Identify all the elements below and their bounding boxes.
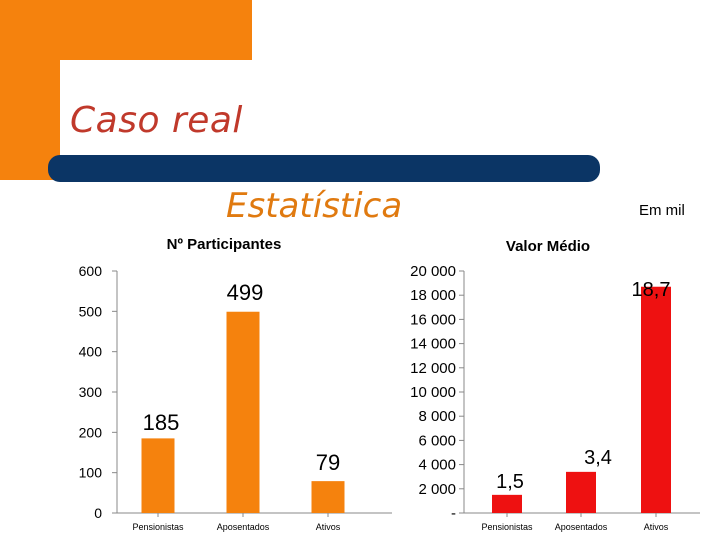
bar xyxy=(311,481,345,513)
y-tick-label: 8 000 xyxy=(418,408,456,425)
chart-title: Nº Participantes xyxy=(167,236,282,253)
data-label: 1,5 xyxy=(496,471,524,493)
orange-header-block xyxy=(0,0,252,60)
bar xyxy=(492,494,522,513)
x-category-label: Ativos xyxy=(644,522,669,532)
y-tick-label: 500 xyxy=(79,303,103,319)
data-label: 185 xyxy=(143,410,180,435)
y-tick-label: 20 000 xyxy=(410,263,456,280)
y-tick-label: 2 000 xyxy=(418,481,456,498)
slide-subtitle: Estatística xyxy=(226,186,403,226)
y-tick-label: - xyxy=(451,505,456,522)
y-tick-label: 300 xyxy=(79,384,103,400)
y-tick-label: 16 000 xyxy=(410,311,456,328)
y-tick-label: 400 xyxy=(79,344,103,360)
data-label: 3,4 xyxy=(584,447,612,469)
data-label: 79 xyxy=(316,450,340,475)
chart-title: Valor Médio xyxy=(506,238,590,255)
y-tick-label: 200 xyxy=(79,424,103,440)
x-category-label: Pensionistas xyxy=(481,522,533,532)
bar xyxy=(566,471,596,513)
y-tick-label: 12 000 xyxy=(410,360,456,377)
y-tick-label: 600 xyxy=(79,263,103,279)
bar xyxy=(226,311,260,513)
y-tick-label: 18 000 xyxy=(410,287,456,304)
unit-note: Em mil xyxy=(639,202,685,219)
title-divider-bar xyxy=(48,155,600,182)
data-label: 18,7 xyxy=(632,279,671,301)
y-tick-label: 0 xyxy=(94,505,102,521)
slide-title: Caso real xyxy=(70,100,243,141)
bar xyxy=(641,286,671,513)
y-tick-label: 100 xyxy=(79,465,103,481)
x-category-label: Aposentados xyxy=(555,522,608,532)
x-category-label: Ativos xyxy=(316,522,341,532)
data-label: 499 xyxy=(227,280,264,305)
x-category-label: Aposentados xyxy=(217,522,270,532)
y-tick-label: 4 000 xyxy=(418,457,456,474)
bar xyxy=(141,438,175,513)
y-tick-label: 6 000 xyxy=(418,432,456,449)
x-category-label: Pensionistas xyxy=(132,522,184,532)
y-tick-label: 14 000 xyxy=(410,336,456,353)
y-tick-label: 10 000 xyxy=(410,384,456,401)
